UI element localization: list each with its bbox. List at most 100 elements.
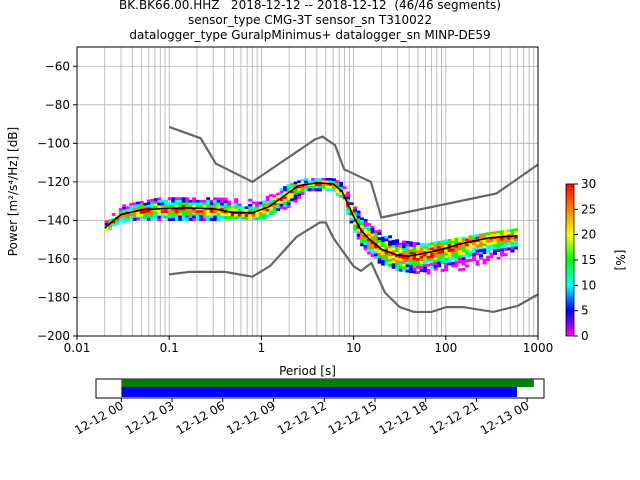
ppsd-cell — [125, 208, 130, 212]
ppsd-cell — [171, 212, 176, 216]
ppsd-cell — [153, 206, 158, 209]
ppsd-cell — [458, 268, 462, 272]
ppsd-cell — [384, 256, 389, 260]
ppsd-cell — [489, 234, 494, 238]
ppsd-cell — [150, 201, 155, 205]
ppsd-cell — [122, 206, 127, 210]
ppsd-cell — [482, 261, 487, 265]
ppsd-cell — [493, 246, 497, 250]
ppsd-cell — [185, 218, 190, 221]
ppsd-cell — [496, 233, 501, 237]
ppsd-cell — [104, 220, 109, 224]
ppsd-cell — [223, 210, 228, 214]
ppsd-cell — [503, 242, 508, 246]
x-tick-label: 1000 — [523, 341, 554, 355]
ppsd-cell — [139, 203, 144, 207]
ppsd-cell — [202, 199, 207, 203]
ppsd-cell — [171, 199, 176, 203]
ppsd-cell — [402, 240, 407, 244]
ppsd-cell — [479, 254, 483, 258]
ppsd-cell — [125, 206, 130, 210]
ppsd-cell — [402, 245, 407, 249]
ppsd-cell — [426, 261, 431, 265]
ppsd-cell — [213, 218, 218, 222]
ppsd-cell — [181, 207, 186, 211]
ppsd-cell — [444, 268, 448, 272]
ppsd-cell — [374, 245, 379, 249]
ppsd-cell — [192, 215, 197, 219]
ppsd-cell — [472, 245, 476, 249]
ppsd-cell — [454, 248, 459, 252]
ppsd-cell — [171, 202, 176, 206]
ppsd-cell — [234, 216, 239, 220]
ppsd-cell — [479, 241, 483, 245]
ppsd-cell — [486, 258, 490, 262]
ppsd-cell — [265, 195, 270, 199]
ppsd-cell — [384, 254, 389, 258]
ppsd-cell — [461, 257, 466, 261]
ppsd-cell — [167, 202, 172, 206]
ppsd-cell — [279, 190, 284, 194]
ppsd-cell — [503, 245, 508, 249]
ppsd-cell — [209, 218, 214, 221]
ppsd-cell — [230, 205, 235, 209]
ppsd-cell — [311, 183, 316, 187]
ppsd-cell — [328, 188, 333, 192]
ppsd-cell — [409, 241, 413, 245]
ppsd-cell — [185, 207, 190, 211]
ppsd-cell — [188, 199, 193, 203]
ppsd-cell — [269, 209, 274, 213]
colorbar-scale — [565, 183, 575, 337]
ppsd-cell — [489, 252, 494, 256]
ppsd-cell — [223, 205, 228, 209]
ppsd-cell — [503, 232, 508, 236]
ppsd-cell — [409, 267, 413, 271]
ppsd-cell — [332, 180, 337, 184]
ppsd-cell — [398, 255, 403, 259]
ppsd-cell — [258, 204, 263, 208]
ppsd-cell — [195, 218, 200, 221]
ppsd-cell — [262, 208, 267, 212]
ppsd-cell — [433, 244, 438, 248]
ppsd-cell — [489, 242, 494, 246]
chart-title-line-3: datalogger_type GuralpMinimus+ datalogge… — [129, 28, 491, 42]
ppsd-cell — [286, 189, 291, 193]
ppsd-cell — [433, 267, 438, 271]
ppsd-cell — [475, 241, 480, 245]
ppsd-cell — [486, 237, 490, 241]
ppsd-cell — [325, 188, 330, 192]
ppsd-cell — [409, 244, 413, 248]
ppsd-cell — [283, 206, 288, 210]
ppsd-cell — [377, 250, 382, 254]
ppsd-cell — [409, 270, 413, 274]
ppsd-cell — [174, 207, 179, 211]
ppsd-cell — [129, 205, 134, 209]
ppsd-cell — [153, 216, 158, 220]
ppsd-cell — [416, 263, 420, 267]
ppsd-cell — [206, 210, 211, 214]
timeline-tick-label: 12-13 00 — [478, 398, 532, 437]
ppsd-cell — [150, 209, 155, 213]
ppsd-cell — [503, 229, 508, 233]
colorbar: 0 5 10 15 20 25 30 [%] — [565, 177, 627, 343]
ppsd-cell — [353, 211, 358, 215]
ppsd-cell — [286, 184, 291, 188]
ppsd-cell — [398, 266, 403, 269]
x-tick-label: 0.1 — [160, 341, 179, 355]
ppsd-cell — [419, 245, 424, 249]
ppsd-cell — [125, 219, 130, 223]
ppsd-cell — [195, 210, 200, 214]
ppsd-cell — [251, 217, 256, 220]
ppsd-cell — [251, 206, 256, 210]
ppsd-cell — [384, 262, 389, 265]
ppsd-cell — [461, 259, 466, 263]
ppsd-cell — [188, 212, 193, 216]
ppsd-cell — [468, 235, 473, 239]
ppsd-cell — [206, 215, 211, 219]
ppsd-cell — [276, 195, 281, 199]
ppsd-cell — [496, 243, 501, 247]
ppsd-cell — [206, 218, 211, 221]
ppsd-cell — [367, 228, 372, 232]
ppsd-cell — [482, 232, 487, 236]
ppsd-cell — [377, 237, 382, 241]
